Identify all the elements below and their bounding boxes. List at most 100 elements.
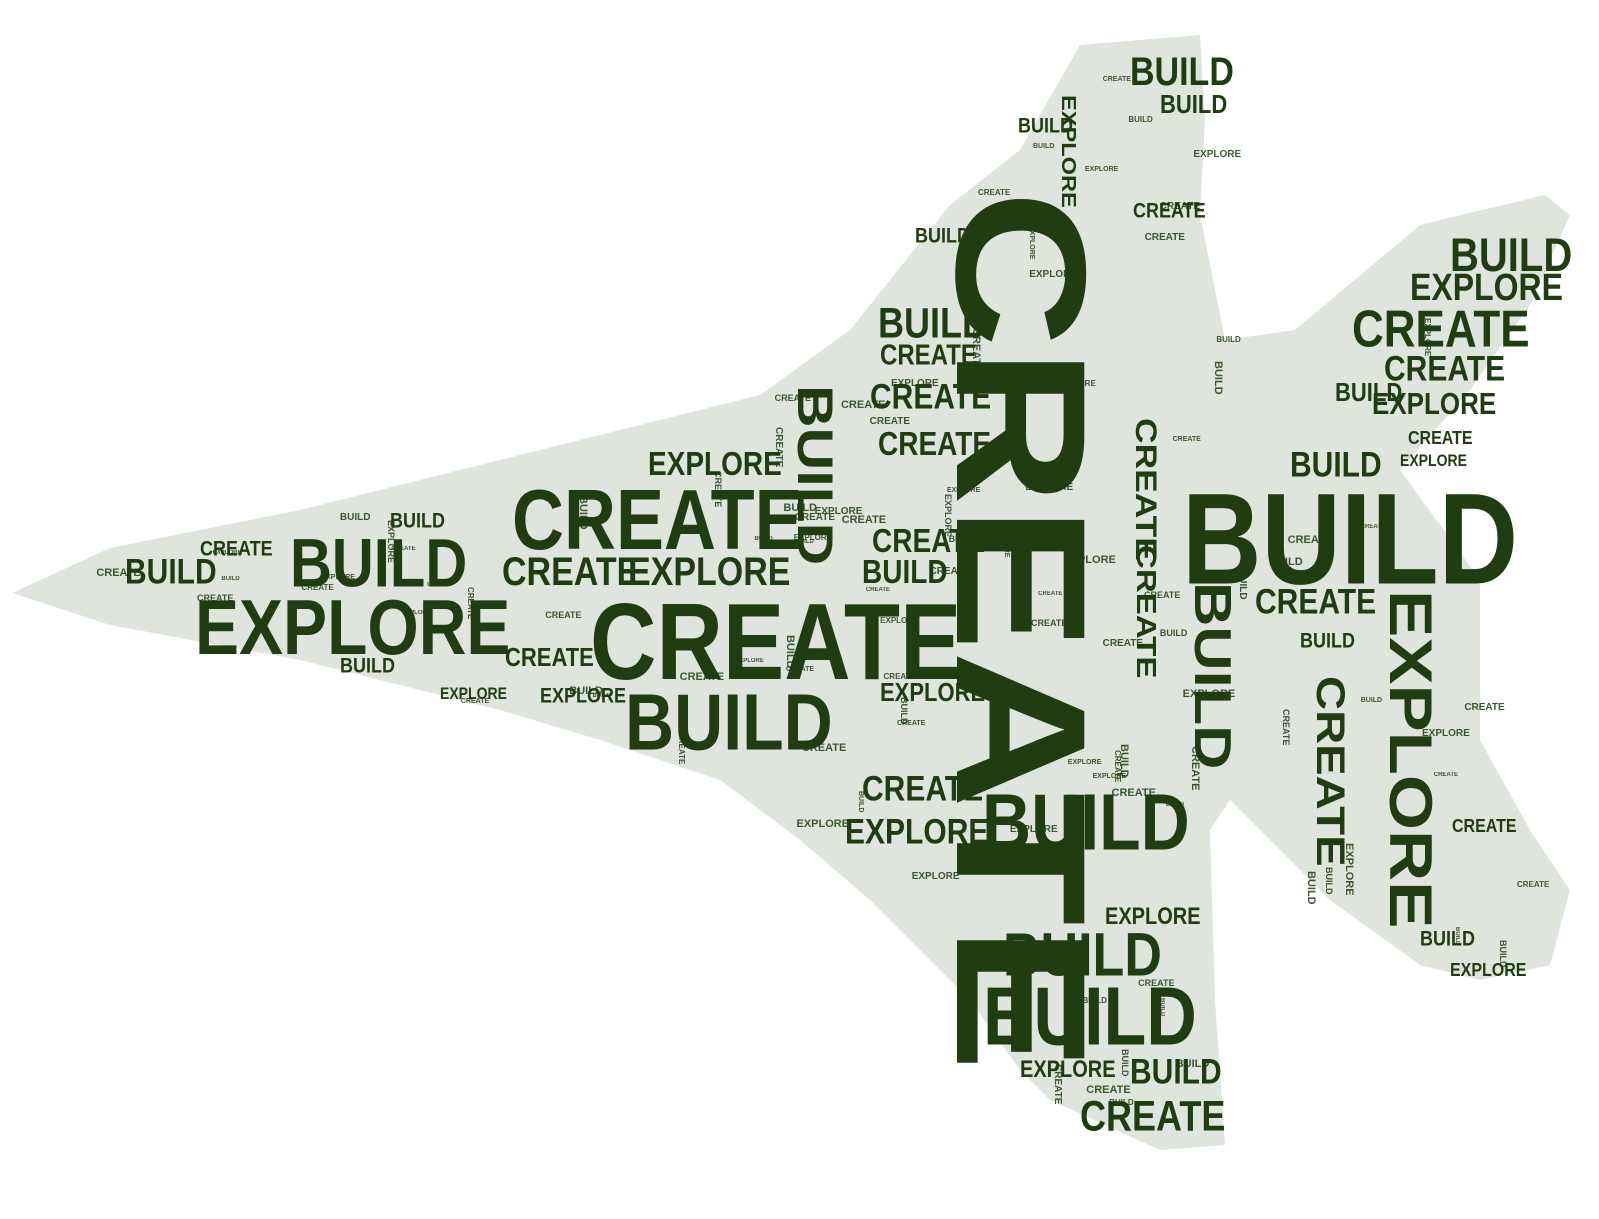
create-word-right-3: CREATE <box>1255 582 1377 622</box>
create-word-mid-2: CREATE <box>870 377 992 417</box>
filler-word: EXPLORE <box>1067 758 1102 766</box>
create-word-mid-1: CREATE <box>880 339 977 372</box>
build-word-top: BUILD <box>1130 49 1234 95</box>
build-word-under-create: BUILD <box>625 677 833 767</box>
explore-word-mid-2: EXPLORE <box>880 677 986 708</box>
filler-word: CREATE <box>545 610 582 621</box>
filler-word: EXPLORE <box>1028 226 1036 260</box>
filler-word: EXPLORE <box>911 870 960 882</box>
filler-word: EXPLORE <box>1057 378 1096 388</box>
filler-word: EXPLORE <box>735 657 764 664</box>
explore-word-bottom-right: EXPLORE <box>1450 960 1527 981</box>
filler-word: BUILD <box>1324 867 1335 895</box>
explore-word-mid-3: EXPLORE <box>540 683 627 708</box>
filler-word: BUILD <box>569 685 603 698</box>
explore-word-right-2: EXPLORE <box>1372 385 1497 422</box>
filler-word: EXPLORE <box>1193 149 1242 161</box>
filler-word: EXPLORE <box>1029 268 1077 280</box>
filler-word: CREATE <box>897 719 926 727</box>
explore-word-left-2: EXPLORE <box>628 549 791 595</box>
filler-word: EXPLORE <box>385 519 396 563</box>
filler-word: CREATE <box>676 645 702 652</box>
filler-word: CREATE <box>197 593 234 604</box>
filler-word: BUILD <box>1236 569 1248 600</box>
filler-word: BUILD <box>1175 1057 1210 1070</box>
create-word-left-3: CREATE <box>505 642 594 673</box>
explore-word-left: EXPLORE <box>195 583 511 671</box>
explore-word-upper-right: EXPLORE <box>1410 265 1563 309</box>
create-word-vertical-mid-2: CREATE <box>1129 418 1162 561</box>
filler-word: EXPLORE <box>946 487 981 495</box>
filler-word: BUILD <box>1118 744 1131 778</box>
filler-word: BUILD <box>1165 801 1185 808</box>
filler-word: CREATE <box>801 742 847 755</box>
explore-word-bottom-2: EXPLORE <box>1020 1056 1116 1083</box>
filler-word: EXPLORE <box>814 505 863 517</box>
jet-body-texture <box>12 35 1570 1150</box>
filler-word: BUILD <box>576 496 589 530</box>
create-word-left: CREATE <box>512 473 803 568</box>
explore-word-bottom-3: EXPLORE <box>1105 903 1201 930</box>
filler-word: CREATE <box>679 670 725 683</box>
filler-word: CREATE <box>460 698 490 706</box>
filler-word: CREATE <box>1360 524 1385 531</box>
filler-word: BUILD <box>795 538 814 545</box>
filler-word: BUILD <box>1269 555 1303 568</box>
create-word-bottom-3: CREATE <box>1452 816 1517 837</box>
filler-word: CREATE <box>774 392 811 403</box>
build-word-upper-mid-2: BUILD <box>1018 113 1073 138</box>
filler-word: CREATE <box>1172 435 1201 443</box>
filler-word: EXPLORE <box>943 493 954 537</box>
filler-word: BUILD <box>783 501 817 514</box>
build-word-right-6: BUILD <box>1300 628 1355 653</box>
filler-word: CREATE <box>426 581 452 588</box>
filler-word: EXPLORE <box>321 573 355 581</box>
filler-word: BUILD <box>1304 871 1317 905</box>
filler-word: EXPLORE <box>402 610 431 617</box>
build-word-left-3: BUILD <box>340 653 395 678</box>
filler-word: EXPLORE <box>793 532 832 542</box>
filler-word: EXPLORE <box>1092 773 1127 781</box>
build-word-bottom-center: BUILD <box>982 777 1190 867</box>
create-word-bottom-1: CREATE <box>862 769 984 809</box>
filler-word: BUILD <box>857 790 865 812</box>
filler-word: CREATE <box>1188 746 1201 791</box>
filler-word: CREATE <box>883 671 916 681</box>
build-word-top-2: BUILD <box>1160 89 1228 120</box>
filler-word: CREATE <box>976 213 1006 221</box>
filler-word: BUILD <box>754 536 773 543</box>
filler-word: CREATE <box>1031 617 1068 628</box>
filler-word: EXPLORE <box>1025 481 1074 493</box>
filler-word: CREATE <box>301 582 334 592</box>
filler-word: CREATE <box>1287 534 1333 547</box>
create-word-upper-right: CREATE <box>1352 300 1530 359</box>
build-word-tip: BUILD <box>125 552 217 592</box>
filler-word: CREATE <box>865 586 891 593</box>
filler-word: BUILD <box>1360 696 1383 704</box>
filler-word: CREATE <box>96 566 141 579</box>
filler-word: EXPLORE <box>796 818 850 830</box>
create-word-upper-mid: CREATE <box>1133 198 1206 223</box>
create-word-left-4: CREATE <box>200 536 273 561</box>
filler-word: BUILD <box>592 692 611 699</box>
filler-word: CREATE <box>465 587 475 620</box>
filler-word: BUILD <box>1128 114 1153 124</box>
filler-word: EXPLORE <box>1421 727 1470 739</box>
explore-word-left-3: EXPLORE <box>440 683 507 703</box>
filler-word: CREATE <box>1064 856 1077 901</box>
filler-word: BUILD <box>339 511 371 523</box>
filler-word: EXPLORE <box>1182 688 1236 701</box>
filler-word: EXPLORE <box>212 549 242 556</box>
filler-word: EXPLORE <box>1063 554 1116 567</box>
filler-word: BUILD <box>1120 1049 1131 1077</box>
filler-word: BUILD <box>1159 628 1188 639</box>
filler-word: BUILD <box>1216 334 1241 344</box>
filler-word: BUILD <box>1082 995 1107 1005</box>
filler-word: CREATE <box>977 188 1011 198</box>
filler-word: CREATE <box>1051 1063 1063 1105</box>
build-word-right-4: BUILD <box>1290 445 1382 485</box>
filler-word: CREATE <box>1464 702 1505 714</box>
explore-word-right-8: EXPLORE <box>1400 450 1467 470</box>
build-word-upper-right: BUILD <box>1450 229 1573 282</box>
